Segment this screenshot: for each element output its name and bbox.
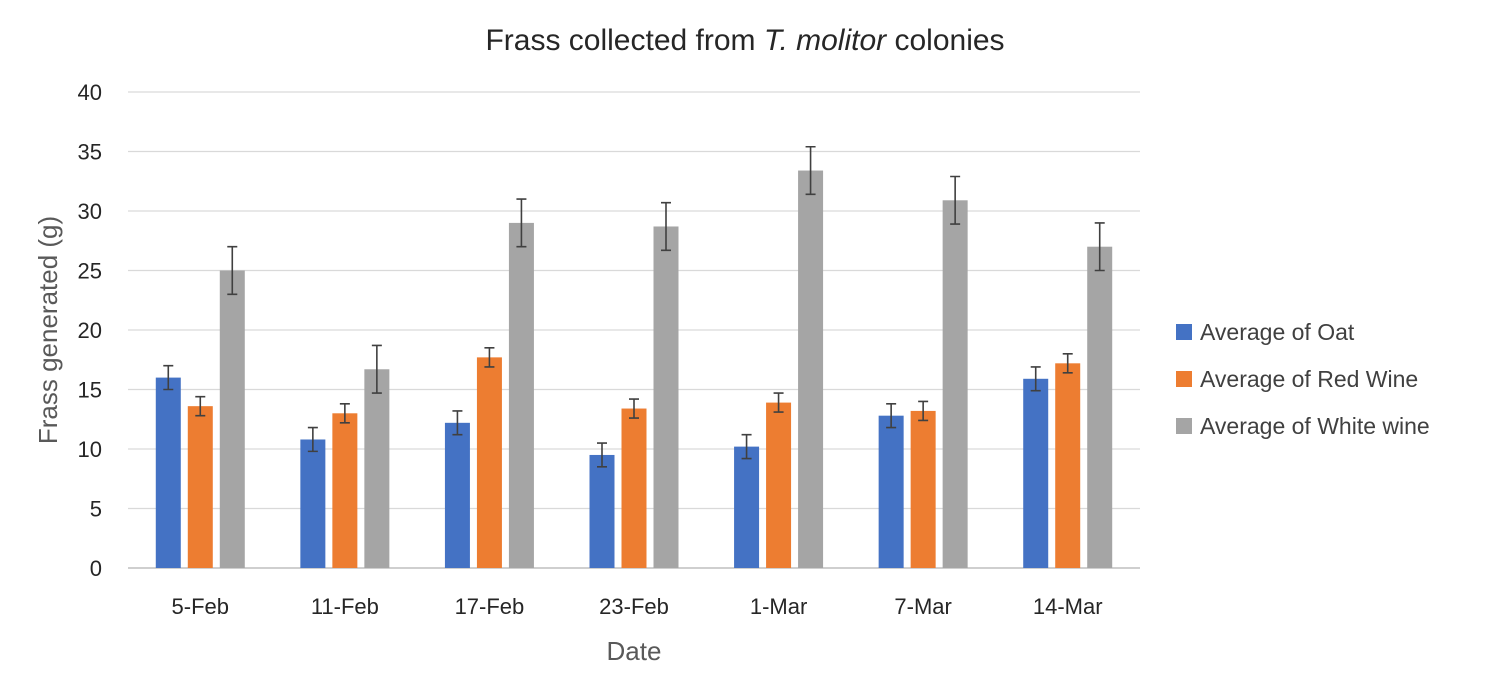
legend-label: Average of White wine: [1200, 413, 1430, 439]
y-tick-label: 0: [90, 556, 102, 581]
y-tick-label: 40: [78, 80, 102, 105]
chart-title: Frass collected from T. molitor colonies: [485, 24, 1004, 57]
bar: [444, 422, 470, 568]
bar: [878, 415, 904, 568]
bars: [155, 170, 1113, 569]
error-bar: [805, 145, 816, 196]
bar: [1087, 246, 1113, 568]
error-bar: [452, 410, 463, 436]
bar: [589, 454, 615, 568]
error-bar: [195, 395, 206, 417]
bar: [942, 200, 968, 569]
error-bar: [484, 347, 495, 368]
x-tick-label: 17-Feb: [455, 594, 525, 619]
error-bar: [741, 433, 752, 460]
bar: [653, 226, 679, 568]
x-tick-label: 1-Mar: [750, 594, 807, 619]
error-bar: [1030, 366, 1041, 392]
y-tick-label: 5: [90, 497, 102, 522]
gridlines: [128, 91, 1140, 569]
y-axis-title: Frass generated (g): [33, 216, 63, 444]
error-bar: [661, 201, 671, 252]
error-bar: [1062, 353, 1073, 374]
error-bar: [307, 426, 318, 453]
bar: [364, 369, 390, 568]
bar: [1055, 363, 1081, 568]
error-bar: [339, 402, 350, 424]
y-tick-label: 25: [78, 259, 102, 284]
error-bar: [918, 400, 929, 422]
x-tick-label: 11-Feb: [311, 594, 379, 619]
error-bar: [371, 344, 382, 394]
error-bars: [163, 145, 1105, 468]
chart-title-italic: T. molitor: [764, 24, 887, 57]
bar: [476, 357, 502, 568]
legend-swatch: [1176, 371, 1192, 387]
x-tick-label: 14-Mar: [1033, 594, 1103, 619]
bar: [766, 402, 792, 568]
error-bar: [1094, 222, 1105, 272]
bar: [508, 222, 534, 568]
bar: [155, 377, 181, 568]
chart-title-prefix: Frass collected from: [485, 24, 763, 57]
error-bar: [516, 198, 527, 248]
x-tick-label: 5-Feb: [172, 594, 229, 619]
legend: Average of Oat Average of Red Wine Average…: [1176, 319, 1430, 439]
y-tick-label: 10: [78, 437, 102, 462]
legend-swatch: [1176, 324, 1192, 340]
x-axis-ticks: 5-Feb 11-Feb 17-Feb 23-Feb 1-Mar 7-Mar 14-Mar: [172, 594, 1103, 619]
legend-label: Average of Red Wine: [1200, 366, 1418, 392]
x-tick-label: 23-Feb: [599, 594, 669, 619]
bar: [187, 406, 213, 568]
bar: [219, 270, 245, 568]
error-bar: [597, 442, 607, 468]
error-bar: [886, 402, 897, 429]
x-tick-label: 7-Mar: [894, 594, 951, 619]
y-tick-label: 35: [78, 140, 102, 165]
legend-swatch: [1176, 418, 1192, 434]
error-bar: [950, 175, 961, 225]
y-tick-label: 20: [78, 318, 102, 343]
bar: [798, 170, 824, 569]
bar: [621, 408, 647, 568]
bar: [1023, 378, 1049, 568]
legend-label: Average of Oat: [1200, 319, 1355, 345]
y-axis-ticks: 0 5 10 15 20 25 30 35 40: [78, 80, 102, 581]
bar: [300, 439, 326, 568]
bar: [734, 446, 760, 568]
chart-title-suffix: colonies: [886, 24, 1004, 57]
x-axis-title: Date: [607, 636, 662, 666]
bar: [910, 410, 936, 568]
error-bar: [227, 245, 238, 296]
bar: [332, 413, 358, 568]
y-tick-label: 15: [78, 378, 102, 403]
error-bar: [163, 364, 174, 391]
error-bar: [773, 392, 784, 413]
error-bar: [629, 398, 639, 419]
y-tick-label: 30: [78, 199, 102, 224]
